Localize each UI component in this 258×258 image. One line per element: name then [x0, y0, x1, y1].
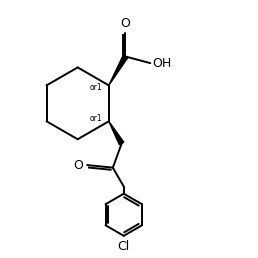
Text: Cl: Cl — [118, 240, 130, 253]
Text: O: O — [120, 17, 130, 30]
Polygon shape — [109, 121, 124, 145]
Text: OH: OH — [152, 57, 172, 70]
Polygon shape — [109, 55, 128, 85]
Text: or1: or1 — [90, 114, 102, 123]
Text: O: O — [74, 159, 83, 172]
Text: or1: or1 — [90, 83, 102, 92]
